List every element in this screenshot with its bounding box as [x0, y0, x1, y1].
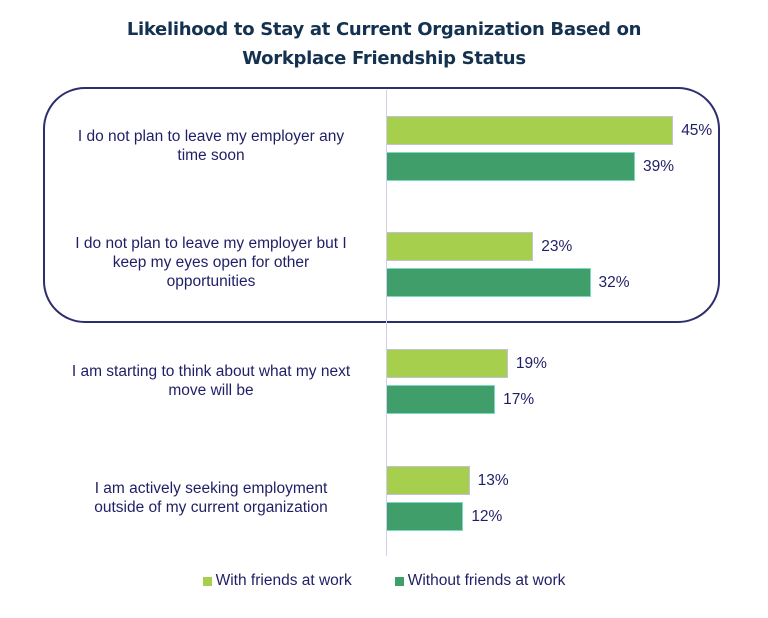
category-label-line: I do not plan to leave my employer but I [75, 235, 347, 252]
value-label-with-friends: 45% [681, 122, 713, 139]
legend-label-without-friends: Without friends at work [407, 572, 566, 589]
category-label-line: I am actively seeking employment [94, 480, 328, 497]
category-axis-line [386, 90, 387, 556]
bar-without-friends [387, 152, 636, 181]
category-label: I do not plan to leave my employer but I… [48, 234, 374, 291]
legend-swatch-without-friends-icon [394, 576, 404, 586]
chart-title-line-2: Workplace Friendship Status [242, 48, 526, 69]
value-label-with-friends: 19% [515, 355, 547, 372]
legend-swatch-with-friends-icon [202, 576, 212, 586]
bar-with-friends [387, 116, 674, 145]
category-label-line: move will be [168, 382, 254, 399]
category-label: I am starting to think about what my nex… [48, 362, 374, 400]
bar-with-friends [387, 349, 508, 378]
value-label-without-friends: 12% [471, 508, 503, 525]
legend-label-with-friends: With friends at work [215, 572, 352, 589]
value-label-without-friends: 17% [503, 391, 535, 408]
category-label-line: outside of my current organization [94, 499, 328, 516]
category-label-line: I am starting to think about what my nex… [71, 363, 351, 380]
value-label-with-friends: 23% [541, 238, 573, 255]
category-label: I am actively seeking employment outside… [48, 479, 374, 517]
value-label-with-friends: 13% [477, 472, 509, 489]
bar-with-friends [387, 466, 470, 495]
bar-without-friends [387, 385, 496, 414]
value-label-without-friends: 32% [598, 274, 630, 291]
chart-legend: With friends at work Without friends at … [0, 571, 768, 591]
highlight-box [43, 87, 720, 323]
bar-without-friends [387, 502, 464, 531]
category-label-line: keep my eyes open for other [112, 254, 310, 271]
legend-item-without-friends: Without friends at work [394, 571, 566, 591]
bar-with-friends [387, 232, 534, 261]
legend-item-with-friends: With friends at work [202, 571, 352, 591]
category-label-line: I do not plan to leave my employer any [77, 128, 345, 145]
category-label: I do not plan to leave my employer any t… [48, 127, 374, 165]
bar-without-friends [387, 268, 591, 297]
chart-title-line-1: Likelihood to Stay at Current Organizati… [126, 19, 642, 40]
value-label-without-friends: 39% [643, 158, 675, 175]
category-label-line: opportunities [166, 273, 256, 290]
category-label-line: time soon [177, 147, 245, 164]
chart-title: Likelihood to Stay at Current Organizati… [0, 15, 768, 73]
